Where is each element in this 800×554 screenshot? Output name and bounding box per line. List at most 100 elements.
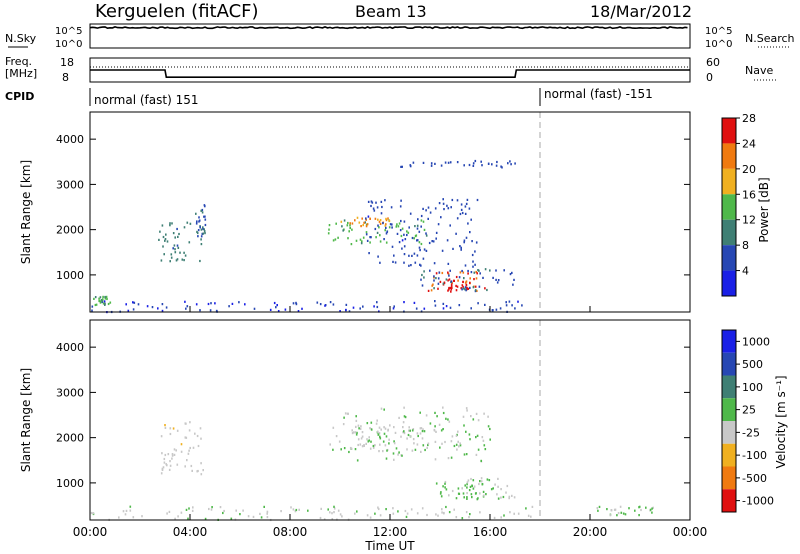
scatter-cell (99, 300, 102, 303)
scatter-cell (477, 448, 480, 451)
scatter-cell (425, 209, 427, 212)
scatter-cell (192, 506, 194, 509)
scatter-cell (468, 163, 471, 167)
scatter-cell (125, 303, 127, 306)
scatter-cell (342, 229, 344, 232)
scatter-cell (463, 277, 465, 280)
scatter-cell (500, 496, 502, 499)
scatter-cell (343, 416, 345, 419)
scatter-cell (420, 450, 422, 453)
scatter-cell (356, 510, 358, 513)
scatter-cell (183, 259, 185, 262)
scatter-cell (141, 515, 143, 518)
scatter-cell (393, 426, 395, 429)
scatter-cell (462, 280, 464, 283)
scatter-cell (489, 427, 491, 431)
scatter-cell (177, 515, 179, 518)
scatter-cell (500, 516, 502, 519)
scatter-cell (462, 492, 465, 495)
scatter-cell (451, 281, 453, 284)
scatter-cell (388, 219, 391, 223)
scatter-cell (413, 442, 415, 445)
scatter-cell (434, 458, 437, 461)
scatter-cell (430, 164, 433, 167)
scatter-cell (474, 289, 477, 292)
scatter-cell (484, 448, 487, 451)
colorbar-swatch (722, 330, 736, 353)
scatter-cell (513, 278, 515, 281)
scatter-cell (432, 283, 434, 286)
nave-axis-bottom: 0 (706, 71, 713, 84)
scatter-cell (502, 495, 505, 499)
colorbar-tick-label: 20 (742, 163, 756, 176)
scatter-cell (392, 307, 395, 310)
scatter-cell (427, 217, 429, 220)
scatter-cell (413, 237, 415, 240)
scatter-cell (509, 511, 511, 514)
scatter-cell (376, 301, 378, 304)
scatter-cell (354, 448, 357, 451)
scatter-cell (624, 513, 627, 516)
scatter-cell (423, 228, 426, 231)
scatter-cell (401, 165, 403, 168)
scatter-cell (366, 223, 369, 226)
scatter-cell (429, 422, 432, 425)
scatter-cell (370, 440, 372, 443)
scatter-cell (461, 269, 463, 273)
scatter-cell (204, 218, 207, 221)
colorbar-swatch (722, 489, 736, 512)
scatter-cell (455, 443, 458, 446)
scatter-cell (485, 493, 487, 496)
scatter-cell (360, 225, 362, 228)
scatter-cell (404, 238, 407, 241)
scatter-cell (347, 237, 349, 240)
scatter-cell (176, 244, 179, 247)
scatter-cell (460, 248, 462, 251)
scatter-cell (392, 512, 395, 515)
scatter-cell (495, 278, 497, 281)
x-axis-title: Time UT (364, 539, 415, 553)
scatter-cell (496, 493, 498, 496)
cpid-segment-0: normal (fast) 151 (94, 93, 198, 107)
scatter-cell (368, 436, 370, 439)
scatter-cell (301, 307, 303, 310)
scatter-cell (449, 269, 451, 272)
scatter-cell (473, 271, 476, 274)
scatter-cell (508, 300, 511, 303)
scatter-cell (186, 459, 188, 462)
scatter-cell (425, 232, 427, 235)
scatter-cell (298, 508, 300, 511)
scatter-cell (174, 517, 176, 520)
scatter-cell (439, 446, 441, 449)
scatter-cell (343, 447, 346, 450)
scatter-cell (393, 458, 395, 461)
scatter-cell (370, 200, 373, 203)
scatter-cell (129, 505, 132, 508)
scatter-cell (345, 308, 347, 311)
scatter-cell (393, 442, 396, 445)
y-tick-label: 3000 (56, 386, 84, 399)
scatter-cell (349, 226, 351, 230)
scatter-cell (352, 306, 355, 309)
scatter-cell (460, 287, 462, 290)
scatter-cell (464, 281, 467, 284)
scatter-cell (466, 496, 468, 499)
scatter-cell (369, 236, 371, 239)
scatter-cell (403, 245, 406, 248)
y-tick-label: 4000 (56, 341, 84, 354)
scatter-cell (363, 221, 365, 224)
scatter-cell (462, 415, 465, 418)
scatter-cell (442, 411, 445, 415)
scatter-cell (379, 222, 382, 225)
scatter-cell (385, 226, 387, 229)
colorbar-swatch (722, 466, 736, 490)
scatter-cell (199, 427, 202, 430)
scatter-cell (468, 207, 471, 210)
scatter-cell (464, 212, 467, 215)
scatter-cell (385, 508, 387, 511)
scatter-cell (350, 243, 353, 246)
scatter-cell (459, 271, 462, 274)
scatter-cell (356, 216, 359, 219)
scatter-cell (487, 162, 490, 165)
scatter-cell (483, 494, 485, 497)
